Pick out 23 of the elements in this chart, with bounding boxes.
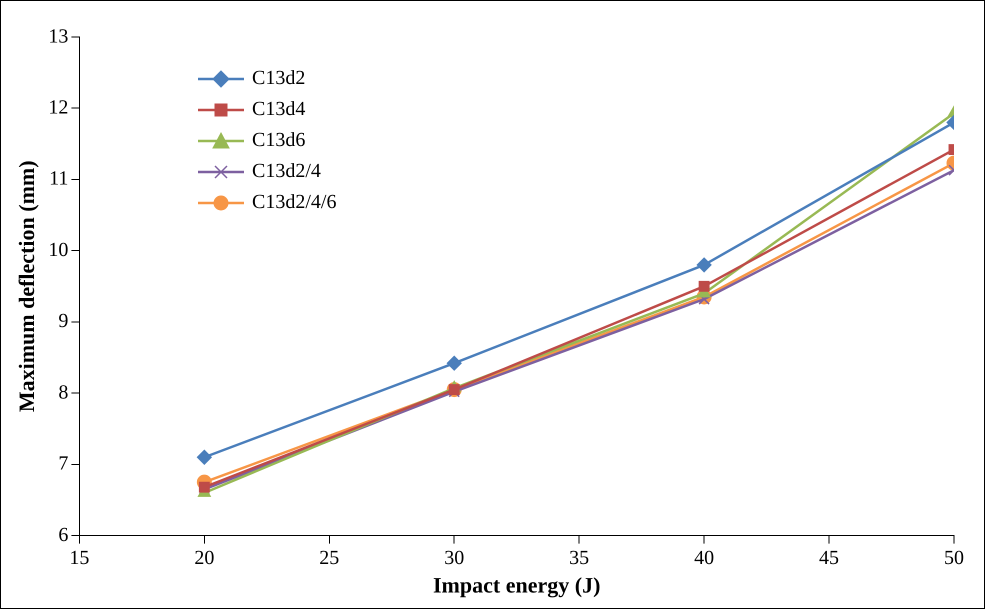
x-tick-label: 20 — [194, 546, 214, 569]
x-tick-label: 45 — [819, 546, 840, 569]
legend-label: C13d6 — [252, 129, 306, 152]
y-tick-label: 11 — [49, 168, 68, 190]
y-tick-label: 8 — [58, 381, 68, 404]
y-axis-title: Maximum deflection (mm) — [14, 160, 39, 412]
legend-label: C13d2/4 — [252, 160, 321, 183]
x-tick-label: 15 — [69, 546, 90, 569]
y-tick-label: 13 — [48, 25, 68, 48]
x-tick-label: 35 — [569, 546, 590, 569]
x-tick-label: 25 — [319, 546, 340, 569]
y-tick-label: 10 — [48, 238, 68, 261]
y-tick-label: 9 — [58, 310, 68, 332]
x-tick-label: 40 — [694, 546, 714, 569]
y-tick-label: 7 — [58, 452, 68, 475]
legend-label: C13d2 — [252, 67, 306, 90]
legend-label: C13d2/4/6 — [252, 191, 336, 214]
x-tick-label: 50 — [944, 546, 964, 569]
x-axis-title: Impact energy (J) — [432, 572, 600, 598]
legend-label: C13d4 — [252, 98, 306, 121]
y-tick-label: 12 — [48, 96, 68, 118]
x-tick-label: 30 — [444, 546, 464, 569]
y-tick-label: 6 — [58, 524, 68, 546]
